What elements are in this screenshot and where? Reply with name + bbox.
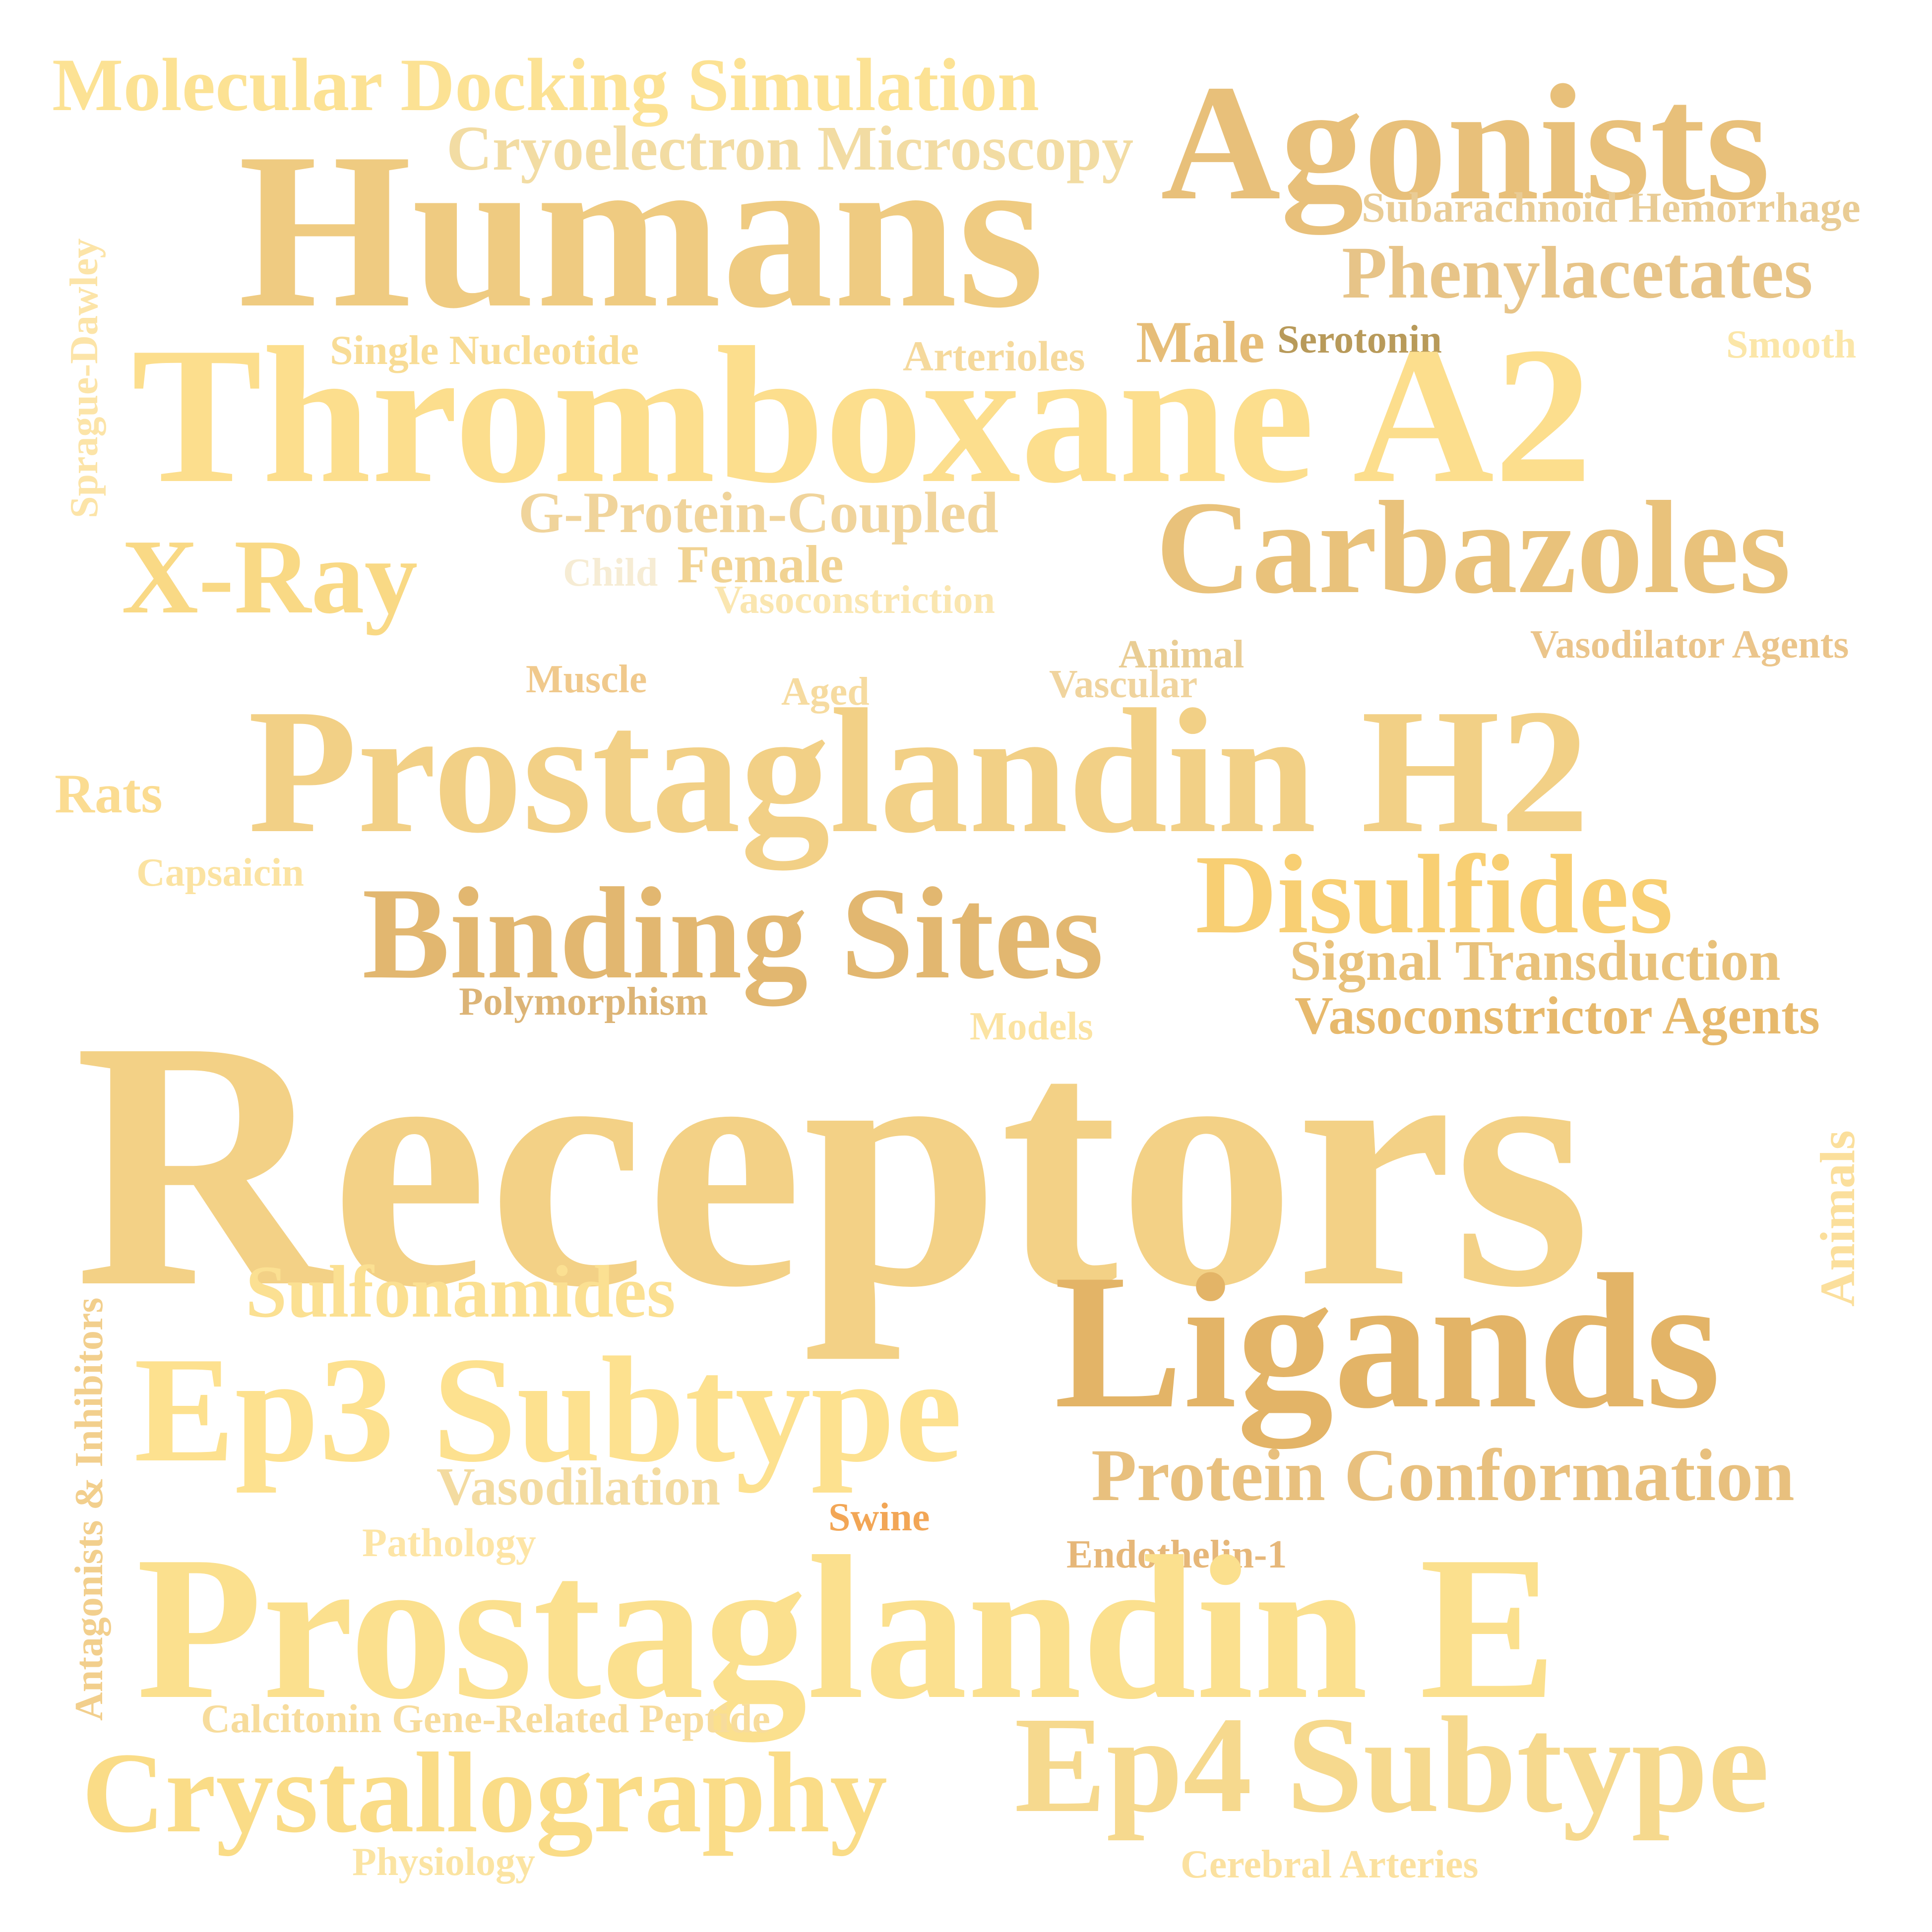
word-subarachnoid-hemorrhage: Subarachnoid Hemorrhage <box>1362 183 1861 231</box>
word-animals: Animals <box>1810 1130 1865 1307</box>
word-male: Male <box>1136 309 1265 375</box>
word-capsaicin: Capsaicin <box>136 851 304 895</box>
word-receptors: Receptors <box>74 967 1591 1360</box>
word-rats: Rats <box>55 763 163 825</box>
word-aged: Aged <box>781 670 870 714</box>
word-polymorphism: Polymorphism <box>459 980 708 1024</box>
word-single-nucleotide: Single Nucleotide <box>330 327 639 373</box>
word-models: Models <box>970 1005 1093 1048</box>
word-prostaglandin-e: Prostaglandin E <box>136 1513 1557 1742</box>
word-signal-transduction: Signal Transduction <box>1290 929 1781 992</box>
word-vasoconstrictor-agents: Vasoconstrictor Agents <box>1295 986 1820 1045</box>
word-molecular-docking-simulation: Molecular Docking Simulation <box>52 43 1040 126</box>
word-ep3-subtype: Ep3 Subtype <box>134 1326 962 1493</box>
word-cerebral-arteries: Cerebral Arteries <box>1181 1843 1479 1886</box>
word-cryoelectron-microscopy: Cryoelectron Microscopy <box>446 113 1134 183</box>
word-serotonin: Serotonin <box>1277 318 1442 362</box>
word-vasodilator-agents: Vasodilator Agents <box>1530 623 1849 666</box>
word-ep4-subtype: Ep4 Subtype <box>1014 1689 1769 1841</box>
word-disulfides: Disulfides <box>1195 832 1673 957</box>
word-vasoconstriction: Vasoconstriction <box>714 578 995 622</box>
word-sprague-dawley: Sprague-Dawley <box>62 238 106 518</box>
word-sulfonamides: Sulfonamides <box>246 1251 676 1333</box>
word-g-protein-coupled: G-Protein-Coupled <box>518 480 999 545</box>
word-swine: Swine <box>828 1496 930 1539</box>
word-vasodilation: Vasodilation <box>436 1457 721 1516</box>
word-thromboxane-a2: Thromboxane A2 <box>131 307 1592 524</box>
word-smooth: Smooth <box>1726 323 1857 366</box>
word-humans: Humans <box>238 107 1045 354</box>
word-binding-sites: Binding Sites <box>362 861 1104 1006</box>
word-arterioles: Arterioles <box>903 332 1085 380</box>
word-ligands: Ligands <box>1054 1234 1721 1449</box>
word-physiology: Physiology <box>352 1840 535 1884</box>
word-carbazoles: Carbazoles <box>1156 474 1791 621</box>
word-vascular: Vascular <box>1049 663 1198 706</box>
word-prostaglandin-h2: Prostaglandin H2 <box>248 672 1589 870</box>
word-crystallography: Crystallography <box>82 1729 887 1857</box>
word-antagonists-inhibitors: Antagonists & Inhibitors <box>67 1297 111 1721</box>
word-female: Female <box>677 535 844 594</box>
word-x-ray: X-Ray <box>122 517 418 636</box>
word-endothelin-1: Endothelin-1 <box>1066 1533 1287 1576</box>
word-calcitonin-gene-related-peptide: Calcitonin Gene-Related Peptide <box>201 1696 770 1741</box>
word-protein-conformation: Protein Conformation <box>1091 1434 1795 1516</box>
word-muscle: Muscle <box>526 658 647 701</box>
word-phenylacetates: Phenylacetates <box>1342 232 1813 314</box>
word-agonists: Agonists <box>1161 51 1770 235</box>
word-child: Child <box>563 551 658 595</box>
word-pathology: Pathology <box>362 1520 536 1565</box>
word-animal: Animal <box>1119 633 1245 676</box>
